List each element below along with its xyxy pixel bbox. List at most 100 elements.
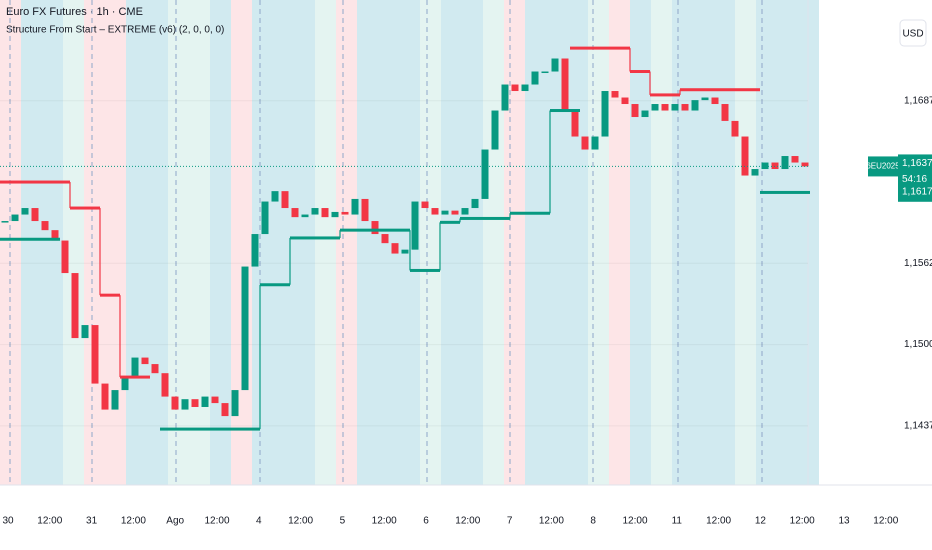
- candle-body: [111, 390, 119, 410]
- session-band: [462, 0, 483, 485]
- candle-body: [11, 214, 19, 222]
- candle-body: [611, 91, 619, 98]
- x-tick-label: 13: [838, 516, 850, 527]
- x-tick-label: 6: [423, 516, 429, 527]
- candle-body: [531, 71, 539, 85]
- x-tick-label: 4: [256, 516, 262, 527]
- x-tick-label: 12:00: [790, 516, 815, 527]
- candle-body: [791, 156, 799, 163]
- session-band: [651, 0, 672, 485]
- y-tick-label: 1,15000: [904, 339, 932, 350]
- candle-body: [561, 58, 569, 111]
- candle-body: [391, 243, 399, 254]
- candle-body: [591, 136, 599, 150]
- y-tick-label: 1,16875: [904, 95, 932, 106]
- candle-body: [311, 208, 319, 215]
- session-band: [693, 0, 714, 485]
- level-price-label: 1,16175: [902, 186, 932, 197]
- candle-body: [461, 208, 469, 215]
- candle-body: [701, 97, 709, 101]
- candle-body: [631, 104, 639, 118]
- candle-body: [61, 240, 69, 274]
- candle-body: [221, 403, 229, 417]
- candle-body: [251, 234, 259, 267]
- candle-body: [321, 208, 329, 218]
- session-band: [210, 0, 231, 485]
- x-tick-label: 12:00: [204, 516, 229, 527]
- candle-body: [771, 162, 779, 170]
- currency-box[interactable]: [899, 19, 927, 47]
- session-band: [0, 0, 21, 485]
- candle-body: [291, 208, 299, 218]
- session-band: [588, 0, 609, 485]
- candle-body: [801, 162, 809, 167]
- session-band: [252, 0, 273, 485]
- symbol-badge: [868, 156, 898, 177]
- session-band: [672, 0, 693, 485]
- session-band: [84, 0, 105, 485]
- candle-body: [621, 97, 629, 105]
- session-band: [546, 0, 567, 485]
- x-tick-label: 12:00: [288, 516, 313, 527]
- session-band: [63, 0, 84, 485]
- session-band: [168, 0, 189, 485]
- session-band: [189, 0, 210, 485]
- candle-body: [371, 221, 379, 235]
- x-tick-label: 12:00: [706, 516, 731, 527]
- session-band: [147, 0, 168, 485]
- candle-body: [301, 214, 309, 218]
- candle-body: [681, 104, 689, 111]
- candle-body: [581, 136, 589, 150]
- candle-body: [491, 110, 499, 150]
- session-band: [567, 0, 588, 485]
- candle-body: [741, 136, 749, 176]
- x-tick-label: 12:00: [37, 516, 62, 527]
- candle-body: [161, 373, 169, 397]
- x-tick-label: 7: [507, 516, 513, 527]
- x-tick-label: 12: [755, 516, 767, 527]
- session-band: [441, 0, 462, 485]
- candle-body: [91, 325, 99, 384]
- session-band: [357, 0, 378, 485]
- session-band: [714, 0, 735, 485]
- candle-body: [431, 208, 439, 215]
- y-tick-label: 1,15625: [904, 258, 932, 269]
- candle-body: [721, 104, 729, 121]
- candle-body: [121, 377, 129, 391]
- candle-body: [361, 198, 369, 222]
- candle-body: [411, 201, 419, 250]
- candle-body: [131, 357, 139, 378]
- indicator-label: Structure From Start – EXTREME (v6) (2, …: [6, 25, 224, 36]
- candle-body: [201, 396, 209, 407]
- candle-body: [651, 104, 659, 111]
- candle-body: [691, 100, 699, 111]
- x-tick-label: 8: [590, 516, 596, 527]
- session-band: [420, 0, 441, 485]
- candle-body: [281, 191, 289, 209]
- candle-body: [441, 210, 449, 215]
- x-tick-label: 12:00: [372, 516, 397, 527]
- session-band: [21, 0, 42, 485]
- candle-body: [751, 169, 759, 176]
- x-tick-label: 12:00: [121, 516, 146, 527]
- candle-body: [671, 104, 679, 111]
- candle-body: [421, 201, 429, 209]
- session-band: [315, 0, 336, 485]
- candle-body: [211, 396, 219, 404]
- session-band: [525, 0, 546, 485]
- candle-body: [171, 396, 179, 410]
- candle-body: [71, 273, 79, 339]
- candle-body: [231, 390, 239, 417]
- candle-body: [101, 383, 109, 410]
- y-tick-label: 1,14375: [904, 420, 932, 431]
- candle-body: [41, 221, 49, 231]
- last-price-label: 1,16370: [902, 158, 932, 169]
- candle-body: [21, 208, 29, 215]
- session-band: [42, 0, 63, 485]
- candle-body: [81, 325, 89, 339]
- candle-body: [381, 234, 389, 244]
- candle-body: [571, 110, 579, 137]
- x-tick-label: 12:00: [873, 516, 898, 527]
- candle-body: [241, 266, 249, 391]
